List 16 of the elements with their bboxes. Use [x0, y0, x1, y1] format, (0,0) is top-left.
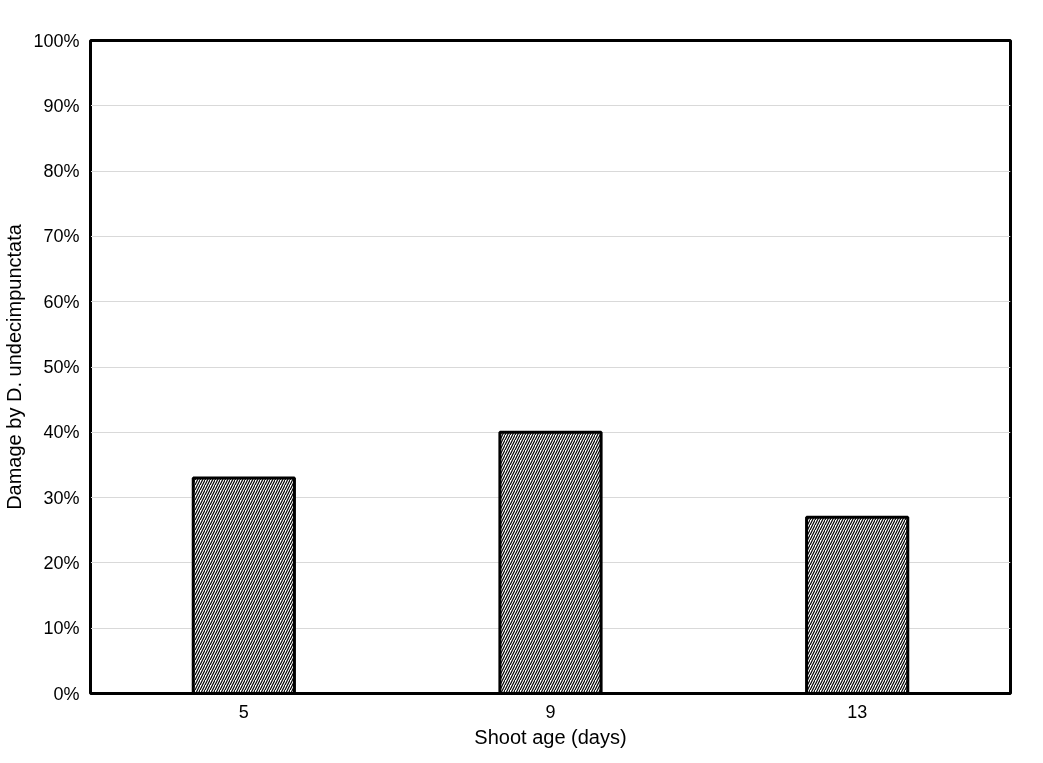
- x-tick-label: 9: [545, 701, 556, 722]
- y-tick-label: 80%: [43, 161, 80, 182]
- y-tick-label: 20%: [43, 552, 80, 573]
- y-tick-label: 90%: [43, 95, 80, 116]
- y-tick-label: 40%: [43, 422, 80, 443]
- x-axis-title: Shoot age (days): [474, 725, 627, 748]
- x-tick-label: 13: [847, 701, 868, 722]
- y-tick-label: 30%: [43, 487, 80, 508]
- y-axis-title: Damage by D. undecimpunctata: [3, 223, 26, 510]
- y-tick-label: 70%: [43, 226, 80, 247]
- y-tick-label: 60%: [43, 291, 80, 312]
- x-tick-label: 5: [238, 701, 249, 722]
- y-tick-label: 10%: [43, 618, 80, 639]
- y-tick-label: 100%: [33, 30, 80, 51]
- y-tick-label: 0%: [53, 683, 80, 704]
- y-tick-label: 50%: [43, 357, 80, 377]
